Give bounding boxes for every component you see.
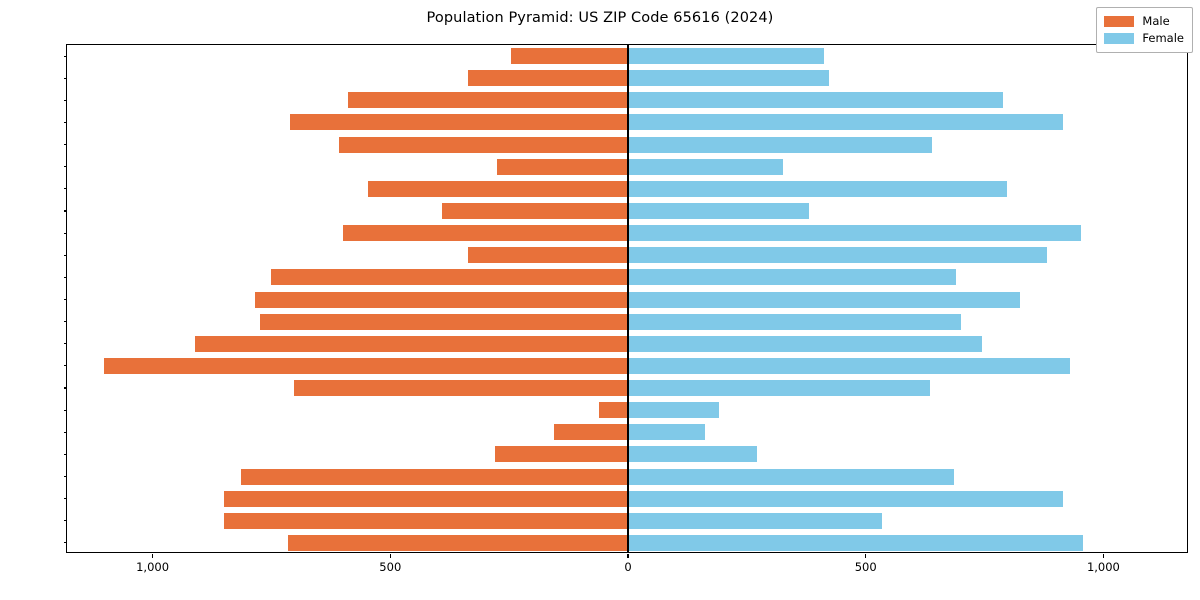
- zero-axis-line: [627, 45, 629, 552]
- bar-male: [338, 136, 628, 153]
- bar-female: [628, 313, 961, 330]
- bar-male: [254, 291, 628, 308]
- y-axis-tick: [63, 387, 67, 389]
- chart-title: Population Pyramid: US ZIP Code 65616 (2…: [426, 10, 774, 26]
- bar-male: [103, 357, 628, 374]
- bar-male: [599, 402, 628, 419]
- bar-female: [628, 180, 1008, 197]
- x-axis-tick-label: 500: [854, 560, 877, 574]
- x-axis-tick-label: 0: [624, 560, 632, 574]
- y-axis-tick: [63, 520, 67, 522]
- y-axis-tick: [63, 475, 67, 478]
- bar-female: [628, 291, 1021, 308]
- y-axis-tick: [63, 99, 67, 101]
- legend-color-swatch: [1104, 16, 1135, 27]
- bar-male: [271, 269, 628, 286]
- bar-male: [494, 446, 628, 463]
- bar-female: [628, 225, 1081, 242]
- bar-male: [368, 180, 628, 197]
- bar-female: [628, 247, 1048, 264]
- x-axis-tick-label: 1,000: [136, 560, 170, 574]
- bar-female: [628, 158, 784, 175]
- bar-female: [628, 92, 1003, 109]
- x-axis-tick: [627, 554, 629, 558]
- bar-male: [347, 92, 628, 109]
- bar-female: [628, 490, 1064, 507]
- x-axis-tick: [152, 554, 154, 558]
- y-axis-tick: [63, 121, 67, 123]
- y-axis-tick: [63, 77, 67, 79]
- y-axis-tick: [63, 321, 67, 323]
- bar-male: [554, 424, 628, 441]
- legend-label: Female: [1142, 30, 1184, 45]
- bar-male: [467, 247, 628, 264]
- bar-male: [288, 534, 628, 551]
- y-axis-tick: [63, 55, 67, 57]
- bar-female: [628, 446, 758, 463]
- bar-male: [496, 158, 628, 175]
- bar-male: [467, 70, 628, 87]
- y-axis-tick: [63, 276, 67, 278]
- bar-female: [628, 534, 1084, 551]
- bar-female: [628, 48, 824, 65]
- bar-female: [628, 512, 883, 529]
- y-axis-tick: [63, 343, 67, 345]
- bar-female: [628, 269, 957, 286]
- legend-entry: Female: [1104, 30, 1184, 47]
- y-axis-tick: [63, 409, 67, 411]
- bar-male: [223, 490, 628, 507]
- bar-male: [259, 313, 628, 330]
- y-axis-tick: [63, 254, 67, 256]
- bar-female: [628, 70, 830, 87]
- y-axis-tick: [63, 498, 67, 500]
- bar-female: [628, 335, 983, 352]
- bar-female: [628, 114, 1064, 131]
- bar-male: [223, 512, 628, 529]
- legend-label: Male: [1142, 13, 1170, 28]
- bar-male: [290, 114, 628, 131]
- y-axis-tick: [63, 298, 67, 301]
- bar-male: [342, 225, 628, 242]
- x-axis-tick: [865, 554, 867, 558]
- y-axis-tick: [63, 210, 67, 212]
- bar-female: [628, 136, 933, 153]
- y-axis-tick: [63, 232, 67, 234]
- bar-female: [628, 357, 1071, 374]
- plot-axes: 85+80-8475-7970-7467-6965-6662-6460-6155…: [63, 44, 1188, 573]
- y-axis-tick: [63, 188, 67, 190]
- y-axis-tick: [63, 453, 67, 455]
- plot-area: [67, 45, 1187, 552]
- x-axis-tick-label: 500: [379, 560, 402, 574]
- y-axis-tick: [63, 365, 67, 367]
- y-axis-tick: [63, 431, 67, 433]
- y-axis-tick: [63, 144, 67, 146]
- legend-entry: Male: [1104, 13, 1184, 30]
- x-axis-tick: [389, 554, 391, 558]
- x-axis-tick: [1102, 554, 1104, 558]
- bar-female: [628, 402, 720, 419]
- bar-female: [628, 202, 809, 219]
- bar-female: [628, 380, 930, 397]
- bar-male: [510, 48, 628, 65]
- bar-female: [628, 424, 706, 441]
- x-axis-tick-label: 1,000: [1086, 560, 1120, 574]
- y-axis-tick: [63, 542, 67, 544]
- y-axis-tick: [63, 166, 67, 168]
- legend-color-swatch: [1104, 33, 1135, 44]
- bar-male: [195, 335, 628, 352]
- chart-legend: Male Female: [1096, 7, 1193, 53]
- bar-female: [628, 468, 954, 485]
- bar-male: [293, 380, 628, 397]
- bar-male: [240, 468, 628, 485]
- bar-male: [441, 202, 628, 219]
